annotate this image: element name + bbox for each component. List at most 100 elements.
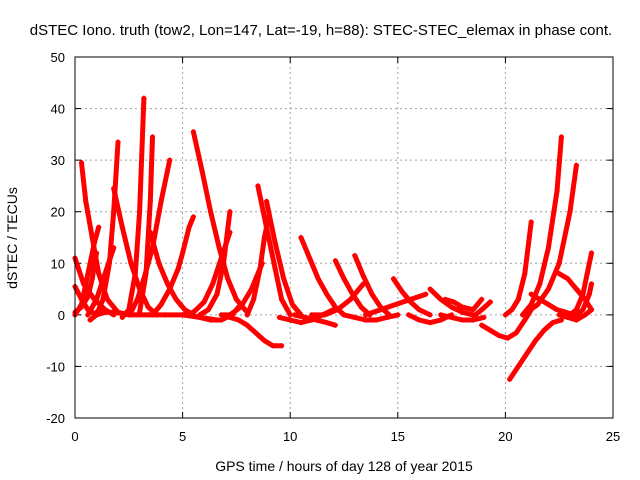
series-line [137, 134, 155, 315]
series-trace [502, 219, 534, 318]
data-point [141, 95, 147, 101]
series-trace [227, 314, 285, 349]
data-point [369, 291, 375, 297]
data-point [438, 312, 444, 318]
data-point [182, 307, 188, 313]
data-point [567, 312, 573, 318]
data-point [573, 162, 580, 168]
data-point [541, 327, 547, 333]
data-point [238, 304, 244, 310]
data-point [83, 198, 89, 204]
data-point [136, 209, 143, 215]
data-point [136, 309, 143, 315]
data-point [545, 245, 552, 251]
data-point [216, 245, 222, 251]
x-tick-label: 20 [498, 429, 512, 444]
data-point [459, 317, 465, 323]
data-point [218, 255, 224, 261]
series-line [147, 229, 196, 318]
data-point [85, 312, 91, 318]
data-point [132, 271, 138, 277]
data-point [147, 229, 153, 235]
data-point [111, 209, 117, 215]
data-point [360, 273, 366, 279]
data-point [352, 252, 358, 259]
data-point [324, 319, 330, 326]
data-point [78, 160, 85, 166]
series-trace [442, 296, 485, 313]
data-point [278, 296, 285, 302]
data-point [524, 309, 530, 315]
data-point [180, 312, 186, 318]
data-point [507, 376, 513, 382]
data-point [332, 258, 338, 264]
data-point [87, 260, 93, 266]
data-point [227, 229, 233, 235]
data-point [550, 319, 556, 326]
data-point [390, 276, 397, 282]
data-point [522, 271, 528, 277]
data-point [141, 276, 147, 282]
y-tick-labels: -20 -10 0 10 20 30 40 50 [46, 50, 65, 426]
data-point [309, 312, 315, 318]
data-point [324, 291, 330, 297]
data-point [427, 312, 433, 318]
data-point [207, 317, 214, 323]
data-point [537, 281, 543, 287]
data-point [302, 314, 308, 321]
series-trace [438, 312, 487, 323]
data-point [257, 265, 263, 272]
data-point [225, 276, 231, 282]
data-point [545, 301, 552, 308]
series-trace [72, 224, 102, 318]
data-point [513, 330, 519, 336]
data-point [190, 214, 196, 220]
data-point [289, 301, 295, 308]
y-tick-label: 30 [51, 153, 65, 168]
data-point [532, 338, 539, 344]
data-point [341, 312, 347, 318]
data-point [313, 317, 319, 323]
data-point [190, 309, 196, 315]
data-point [459, 309, 465, 315]
data-point [227, 314, 233, 321]
data-point [496, 332, 502, 339]
series-line [524, 162, 579, 315]
data-point [588, 307, 595, 313]
data-point [91, 240, 97, 246]
series-trace [244, 214, 272, 318]
data-point [341, 276, 347, 282]
data-point [565, 276, 571, 282]
data-point [173, 296, 179, 302]
data-point [524, 350, 530, 357]
data-point [567, 209, 573, 215]
data-point [111, 309, 117, 315]
data-point [334, 307, 341, 313]
series-trace [573, 281, 595, 318]
data-point [556, 312, 562, 318]
data-point [558, 317, 564, 323]
data-point [235, 317, 242, 323]
data-point [580, 307, 586, 313]
data-point [373, 317, 379, 323]
data-point [244, 322, 250, 328]
data-point [427, 286, 433, 292]
data-point [580, 291, 586, 297]
data-point [78, 301, 85, 308]
data-point [556, 260, 562, 266]
data-point [147, 198, 153, 204]
data-point [111, 245, 117, 251]
data-point [128, 309, 134, 315]
data-point [537, 296, 543, 302]
series-trace [507, 317, 564, 382]
data-point [119, 224, 125, 230]
data-point [509, 307, 515, 313]
data-point [479, 296, 485, 302]
data-point [244, 312, 250, 318]
data-point [573, 307, 580, 313]
data-point [459, 304, 465, 310]
series-trace [472, 299, 493, 318]
data-point [261, 234, 267, 241]
data-point [535, 301, 541, 308]
data-point [558, 134, 564, 140]
